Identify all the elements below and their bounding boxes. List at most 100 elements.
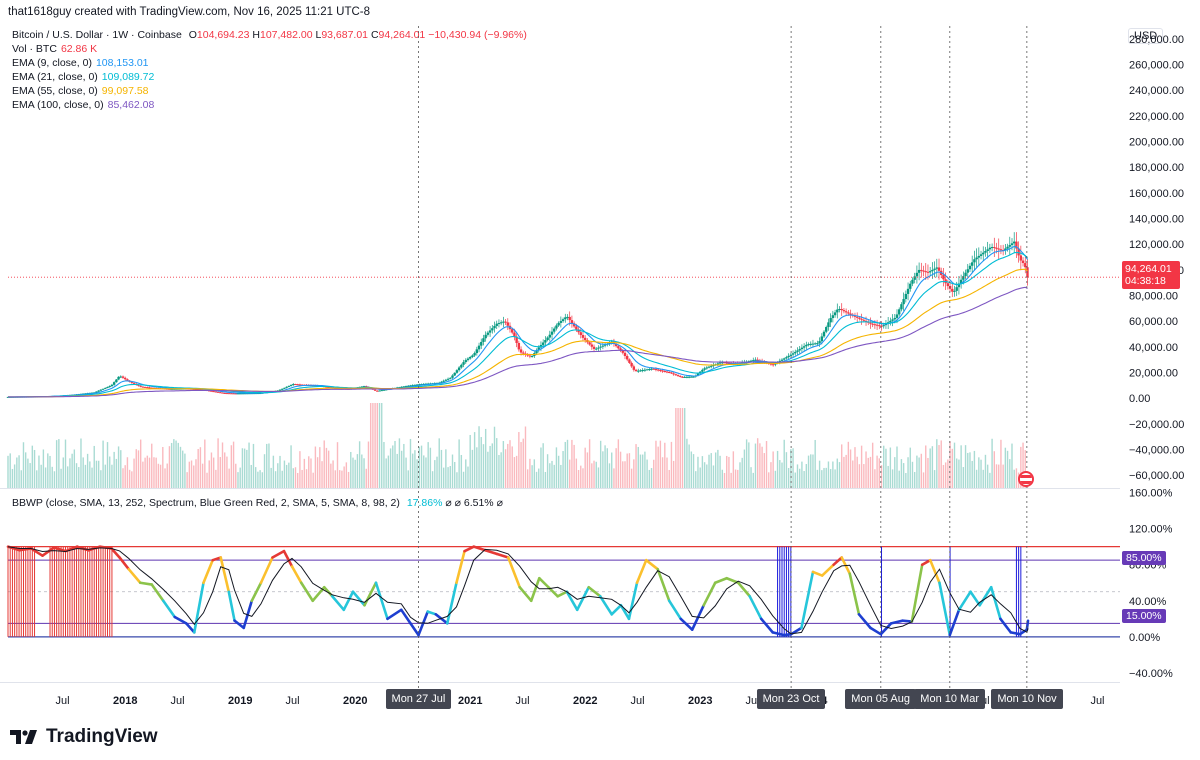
volume-bar [995,464,998,488]
candle-body [822,331,826,337]
candle-body [995,247,998,249]
candle-body [800,347,804,350]
bbwp-segment [211,556,223,562]
bbwp-axis-tick: 120.00% [1129,524,1173,536]
candle-body [502,321,505,323]
ema9-legend-row[interactable]: EMA (9, close, 0) 108,153.01 [12,57,149,69]
volume-bar [219,457,221,488]
volume-bar [18,455,20,488]
candle-body [882,325,885,327]
currency-label[interactable]: USD [1128,28,1164,44]
candle-body [446,378,450,380]
volume-bar [498,455,500,488]
volume-bar [462,471,465,488]
candle-body [592,346,596,349]
bbwp-segment [610,604,623,616]
bbwp-segment [227,590,236,622]
time-cursor-label[interactable]: Mon 05 Aug [845,689,917,709]
volume-bar [637,446,639,488]
candle-body [970,262,974,266]
candle-body [953,290,956,292]
volume-bar [723,472,726,488]
candle-body [515,336,518,343]
pane-separator[interactable] [0,488,1120,489]
candle-body [491,328,494,331]
volume-bar [296,472,299,488]
ema100-legend-row[interactable]: EMA (100, close, 0) 85,462.08 [12,99,154,111]
candle-body [219,392,222,394]
volume-bar [294,467,297,488]
ema21-legend-row[interactable]: EMA (21, close, 0) 109,089.72 [12,71,154,83]
ema-line-21[interactable] [8,251,1028,398]
volume-bar [204,439,206,488]
candle-body [499,322,503,324]
bbwp-segment [789,626,803,636]
candle-body [241,393,244,395]
candle-body [783,358,786,360]
volume-bar [551,460,553,488]
time-cursor-label[interactable]: Mon 10 Mar [914,689,985,709]
volume-bar [480,437,482,488]
ema55-legend-row[interactable]: EMA (55, close, 0) 99,097.58 [12,85,149,97]
bbwp-segment [702,581,717,607]
volume-bar [944,462,947,488]
volume-bar [109,456,111,488]
volume-bar [905,472,907,488]
tradingview-logo[interactable]: TradingView [10,726,158,748]
volume-bar [175,440,177,488]
candle-body [442,380,445,382]
volume-bar [369,403,372,488]
candle-body [1008,245,1011,247]
candle-body [670,372,673,374]
candle-body [787,355,790,358]
bbwp-legend-row[interactable]: BBWP (close, SMA, 13, 252, Spectrum, Blu… [12,497,503,509]
price-axis-tick: 260,000.00 [1129,60,1184,72]
volume-bar [266,443,268,488]
volume-bar [339,470,341,488]
candle-body [791,353,795,355]
volume-bar [695,471,697,488]
volume-bar [577,469,580,488]
volume-bar [64,439,67,488]
time-cursor-label[interactable]: Mon 23 Oct [756,689,826,709]
bbwp-segment [192,581,205,634]
volume-bar [197,448,199,488]
volume-bar [622,461,624,488]
candle-body [951,288,954,292]
volume-bar [942,464,945,488]
volume-bar [301,469,303,488]
candle-body [811,343,815,345]
volume-bar [810,454,812,488]
time-cursor-label[interactable]: Mon 27 Jul [385,689,452,709]
volume-bar [407,470,409,488]
ema-line-9[interactable] [8,245,1028,398]
symbol-name[interactable]: Bitcoin / U.S. Dollar · 1W · Coinbase [12,29,182,41]
volume-bar [343,466,345,488]
volume-bar [913,471,916,488]
volume-bar [639,454,642,488]
volume-bar [745,439,748,488]
bbwp-segment [920,558,932,566]
volume-legend-row[interactable]: Vol · BTC 62.86 K [12,43,97,55]
bbwp-na-3: ⌀ [496,497,503,509]
candle-body [583,337,587,341]
time-cursor-label[interactable]: Mon 10 Nov [991,689,1063,709]
ema-line-100[interactable] [8,286,1028,398]
volume-bar [675,408,677,488]
volume-bar [818,460,821,488]
ema-line-55[interactable] [8,268,1028,398]
ohlc-close-label: C [370,29,379,41]
bbwp-value: 17.86% [406,497,443,509]
volume-bar [507,443,509,488]
volume-bar [321,461,323,488]
volume-bar [199,447,202,488]
us-flag-event-icon[interactable] [1018,471,1034,487]
volume-bar [389,448,392,488]
bbwp-segment [901,619,914,623]
volume-bar [739,462,741,488]
bbwp-ma-line[interactable] [7,546,1029,635]
candle-body [632,366,636,370]
volume-bar [617,439,620,488]
time-axis-tick: 2023 [688,695,712,707]
